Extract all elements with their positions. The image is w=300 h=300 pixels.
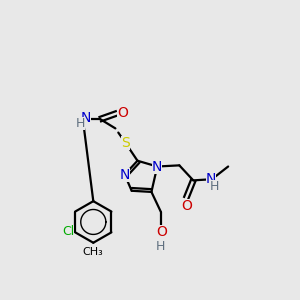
Text: H: H [209,180,219,193]
Text: N: N [119,168,130,182]
Text: CH₃: CH₃ [82,247,103,257]
Text: O: O [181,200,192,214]
Text: N: N [206,172,216,185]
Text: O: O [117,106,128,120]
Text: Cl: Cl [62,225,74,238]
Text: N: N [152,160,162,173]
Text: S: S [122,136,130,150]
Text: O: O [156,225,167,239]
Text: H: H [156,240,165,253]
Text: N: N [80,112,91,125]
Text: H: H [76,117,85,130]
